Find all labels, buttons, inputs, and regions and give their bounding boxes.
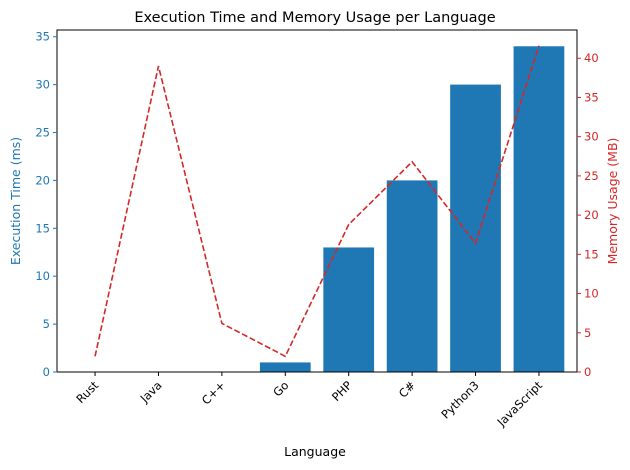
x-axis-label: Language bbox=[284, 444, 346, 459]
y-right-tick-label: 35 bbox=[584, 90, 599, 104]
y-right-tick-label: 0 bbox=[584, 365, 591, 379]
y-left-tick-label: 30 bbox=[35, 78, 50, 92]
y-left-tick-label: 20 bbox=[35, 173, 50, 187]
chart-title: Execution Time and Memory Usage per Lang… bbox=[134, 10, 495, 26]
y-axis-left: 0 5 10 15 20 25 30 35 bbox=[35, 30, 57, 379]
memory-usage-line bbox=[94, 45, 540, 358]
bar-go bbox=[259, 362, 311, 372]
y-left-tick-label: 15 bbox=[35, 221, 50, 235]
x-tick-label: Go bbox=[270, 378, 291, 399]
line-layer bbox=[94, 45, 540, 358]
x-tick-label: Java bbox=[137, 378, 165, 406]
x-tick-label: C# bbox=[396, 378, 418, 400]
bar-php bbox=[323, 247, 375, 372]
plot-frame bbox=[56, 29, 578, 373]
y-axis-right: 0 5 10 15 20 25 30 35 40 bbox=[577, 51, 599, 379]
x-tick-label: C++ bbox=[199, 378, 228, 407]
y-right-tick-label: 30 bbox=[584, 130, 599, 144]
bars-layer bbox=[259, 46, 565, 373]
y-left-tick-label: 0 bbox=[43, 365, 50, 379]
y-right-tick-label: 5 bbox=[584, 326, 591, 340]
y-right-tick-label: 40 bbox=[584, 51, 599, 65]
y-left-tick-label: 10 bbox=[35, 269, 50, 283]
y-axis-label-left: Execution Time (ms) bbox=[8, 137, 23, 265]
y-right-tick-label: 25 bbox=[584, 169, 599, 183]
bar-c- bbox=[386, 180, 438, 372]
y-left-tick-label: 35 bbox=[35, 30, 50, 44]
y-left-tick-label: 25 bbox=[35, 126, 50, 140]
x-axis: Rust Java C++ Go PHP C# Python3 JavaScript bbox=[73, 372, 545, 430]
x-tick-label: Rust bbox=[73, 378, 101, 406]
plot-border bbox=[56, 29, 578, 373]
y-right-tick-label: 20 bbox=[584, 208, 599, 222]
bar-python3 bbox=[450, 84, 501, 372]
x-tick-label: JavaScript bbox=[494, 378, 546, 430]
y-left-tick-label: 5 bbox=[43, 317, 50, 331]
bar-javascript bbox=[513, 46, 565, 373]
y-right-tick-label: 10 bbox=[584, 287, 599, 301]
x-tick-label: Python3 bbox=[438, 378, 481, 421]
y-axis-label-right: Memory Usage (MB) bbox=[605, 138, 620, 265]
y-right-tick-label: 15 bbox=[584, 247, 599, 261]
x-tick-label: PHP bbox=[329, 378, 355, 404]
